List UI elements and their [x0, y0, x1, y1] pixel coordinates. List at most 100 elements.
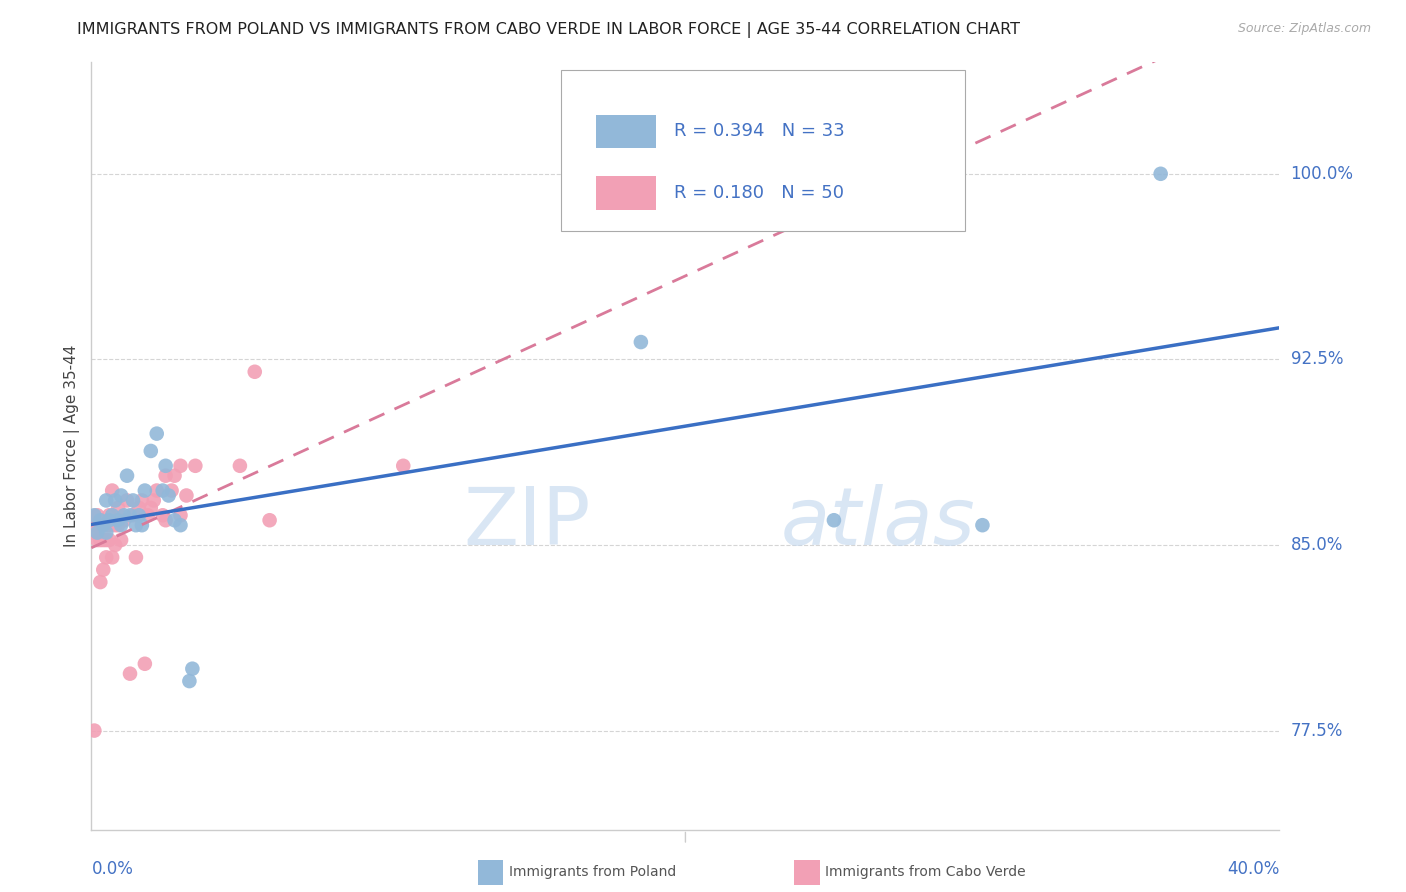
- Point: [98, 533, 121, 547]
- Y-axis label: In Labor Force | Age 35-44: In Labor Force | Age 35-44: [65, 345, 80, 547]
- Point: [630, 334, 652, 349]
- Text: R = 0.180   N = 50: R = 0.180 N = 50: [673, 184, 844, 202]
- Point: [96, 493, 118, 508]
- Point: [125, 518, 148, 533]
- Point: [229, 458, 252, 473]
- Point: [122, 508, 145, 523]
- Point: [145, 426, 167, 441]
- Point: [136, 508, 159, 523]
- Point: [101, 550, 124, 565]
- Point: [155, 513, 177, 527]
- Point: [89, 518, 111, 533]
- Point: [110, 488, 132, 502]
- Text: R = 0.394   N = 33: R = 0.394 N = 33: [673, 122, 844, 140]
- Point: [118, 666, 141, 681]
- Text: Immigrants from Cabo Verde: Immigrants from Cabo Verde: [825, 865, 1026, 880]
- Point: [96, 525, 118, 540]
- Point: [169, 458, 191, 473]
- Point: [86, 533, 108, 547]
- FancyBboxPatch shape: [596, 176, 655, 210]
- Point: [131, 518, 153, 533]
- Point: [107, 513, 129, 527]
- Point: [91, 518, 114, 533]
- Point: [163, 468, 186, 483]
- Point: [823, 513, 845, 527]
- Text: IMMIGRANTS FROM POLAND VS IMMIGRANTS FROM CABO VERDE IN LABOR FORCE | AGE 35-44 : IMMIGRANTS FROM POLAND VS IMMIGRANTS FRO…: [77, 22, 1021, 38]
- Point: [91, 563, 114, 577]
- Point: [131, 493, 153, 508]
- Point: [89, 513, 111, 527]
- Point: [86, 525, 108, 540]
- Text: 0.0%: 0.0%: [91, 860, 134, 878]
- Point: [110, 518, 132, 533]
- Point: [122, 493, 145, 508]
- Point: [110, 533, 132, 547]
- Point: [112, 513, 135, 527]
- Point: [184, 458, 207, 473]
- Point: [134, 483, 156, 498]
- Point: [176, 488, 198, 502]
- Point: [181, 662, 204, 676]
- Point: [128, 500, 150, 515]
- Point: [96, 550, 118, 565]
- Point: [98, 508, 121, 523]
- Point: [115, 493, 138, 508]
- Point: [98, 518, 121, 533]
- Point: [101, 483, 124, 498]
- Text: 77.5%: 77.5%: [1291, 722, 1343, 739]
- Point: [134, 657, 156, 671]
- Point: [152, 508, 174, 523]
- Point: [169, 508, 191, 523]
- Point: [392, 458, 415, 473]
- Point: [163, 513, 186, 527]
- Point: [169, 518, 191, 533]
- Point: [83, 525, 105, 540]
- Point: [157, 488, 180, 502]
- Point: [101, 508, 124, 523]
- Text: 100.0%: 100.0%: [1291, 165, 1354, 183]
- Point: [112, 508, 135, 523]
- Point: [972, 518, 994, 533]
- FancyBboxPatch shape: [596, 114, 655, 148]
- Point: [243, 365, 266, 379]
- Point: [160, 483, 183, 498]
- Point: [155, 458, 177, 473]
- Point: [86, 508, 108, 523]
- Point: [125, 550, 148, 565]
- Text: 40.0%: 40.0%: [1227, 860, 1279, 878]
- Point: [139, 500, 162, 515]
- Point: [179, 674, 201, 689]
- FancyBboxPatch shape: [561, 70, 965, 231]
- Point: [142, 493, 165, 508]
- Text: 85.0%: 85.0%: [1291, 536, 1343, 554]
- Text: atlas: atlas: [780, 483, 976, 562]
- Point: [128, 508, 150, 523]
- Point: [83, 518, 105, 533]
- Point: [104, 538, 127, 552]
- Point: [115, 468, 138, 483]
- Point: [96, 518, 118, 533]
- Point: [152, 483, 174, 498]
- Point: [86, 518, 108, 533]
- Point: [104, 493, 127, 508]
- Point: [145, 483, 167, 498]
- Point: [1149, 167, 1171, 181]
- Point: [89, 533, 111, 547]
- Point: [89, 575, 111, 590]
- Point: [91, 518, 114, 533]
- Text: 92.5%: 92.5%: [1291, 351, 1343, 368]
- Text: Immigrants from Poland: Immigrants from Poland: [509, 865, 676, 880]
- Point: [259, 513, 281, 527]
- Point: [104, 518, 127, 533]
- Point: [98, 513, 121, 527]
- Point: [139, 444, 162, 458]
- Point: [83, 723, 105, 738]
- Point: [96, 533, 118, 547]
- Point: [118, 508, 141, 523]
- Text: Source: ZipAtlas.com: Source: ZipAtlas.com: [1237, 22, 1371, 36]
- Text: ZIP: ZIP: [463, 483, 591, 562]
- Point: [83, 508, 105, 523]
- Point: [107, 500, 129, 515]
- Point: [91, 533, 114, 547]
- Point: [107, 518, 129, 533]
